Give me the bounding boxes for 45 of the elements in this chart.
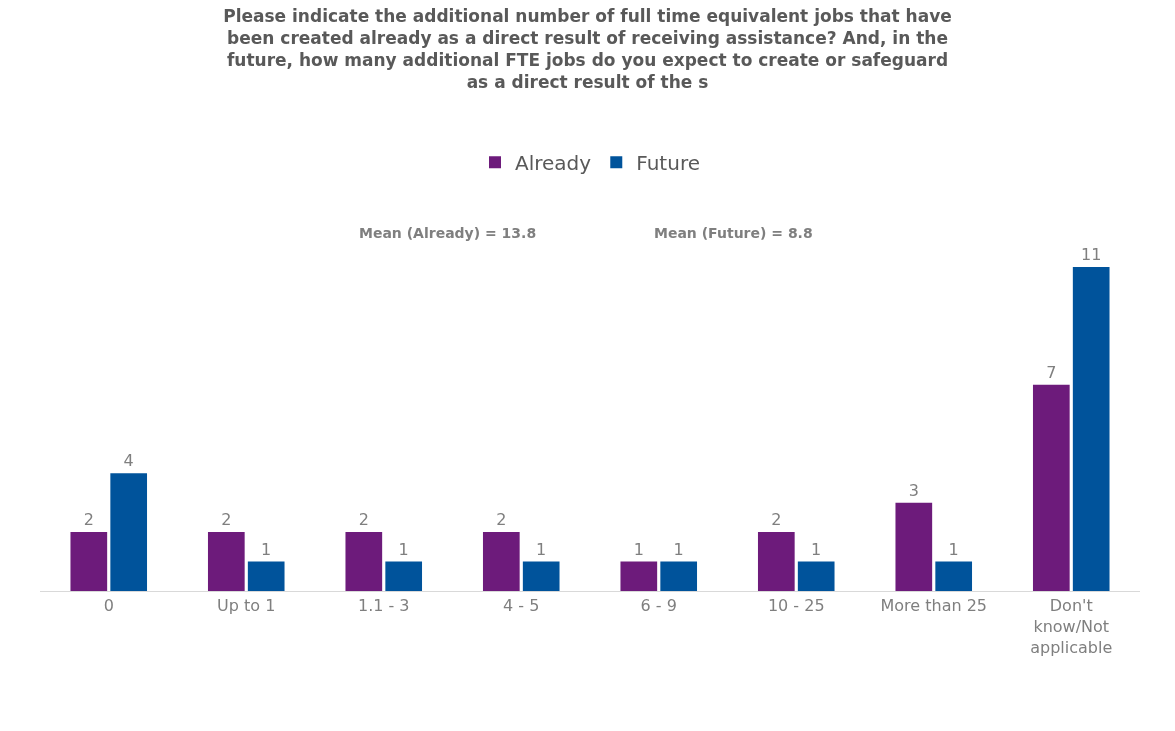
bar [935,561,973,591]
bar [757,532,795,591]
bar [620,561,658,591]
bar [207,532,245,591]
text: Mean (Future) = 8.8 [654,225,813,241]
data-label: 1 [811,539,822,559]
data-label: 2 [221,510,232,530]
data-label: 1 [948,539,959,559]
data-label: 11 [1081,245,1102,265]
data-label: 2 [771,510,782,530]
x-tick-label: 4 - 5 [503,596,540,616]
bar [385,561,423,591]
x-tick-label: 1.1 - 3 [357,596,410,616]
bar [70,532,108,591]
data-label: 2 [358,510,369,530]
x-tick-label: 6 - 9 [640,596,677,616]
data-label: 7 [1046,362,1057,382]
data-label: 1 [633,539,644,559]
data-label: 1 [398,539,409,559]
bar [482,532,520,591]
x-tick-label: 10 - 25 [767,596,825,616]
data-label: 4 [123,451,134,471]
bar [660,561,698,591]
data-label: 1 [673,539,684,559]
bar [522,561,560,591]
legend-label: Future [636,151,700,176]
chart-title: Please indicate the additional number of full time equivalent jobs that have been created already as a direct result of receiving assistance? And, in the future, how many additional FTE jobs do you expect to create or safeguard as a direct result of the s [223,5,952,93]
data-label: 1 [536,539,547,559]
x-tick-label: Up to 1 [217,596,276,616]
bar [345,532,383,591]
x-tick-label: More than 25 [880,596,988,616]
bar [110,473,148,591]
bar [1072,267,1110,591]
data-label: 1 [261,539,272,559]
bar [895,502,933,591]
bar [797,561,835,591]
x-tick-label: Don't know/Not applicable [1030,596,1113,657]
data-label: 3 [908,480,919,500]
data-label: 2 [496,510,507,530]
data-label: 2 [83,510,94,530]
legend-label: Already [515,151,592,176]
x-tick-label: 0 [103,596,114,616]
text: Mean (Already) = 13.8 [359,225,537,241]
bar [247,561,285,591]
bar [1032,384,1070,591]
